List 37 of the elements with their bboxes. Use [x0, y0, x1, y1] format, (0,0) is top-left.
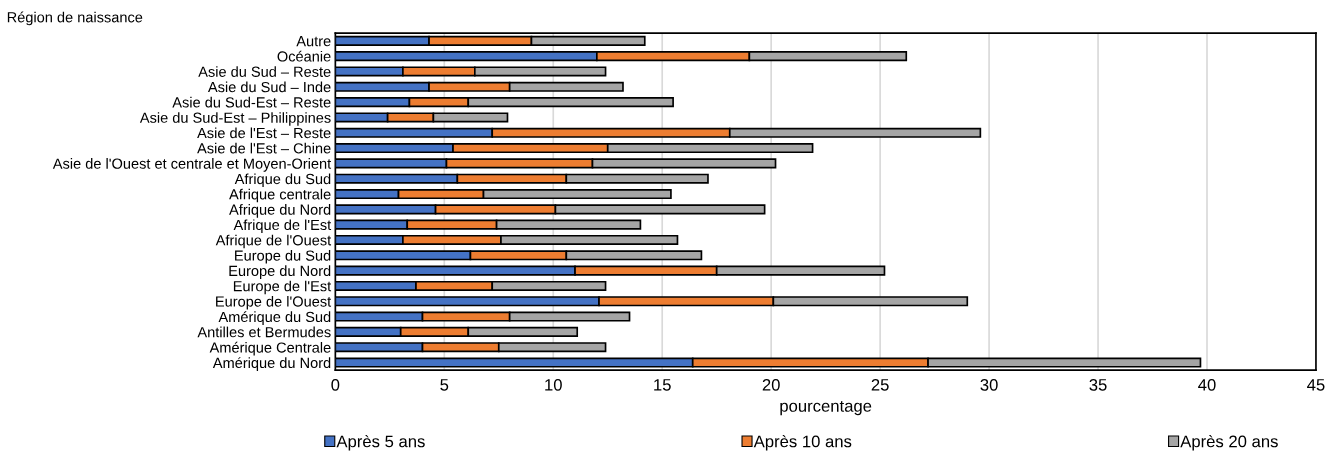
y-tick-label: Asie de l'Ouest et centrale et Moyen-Orient — [52, 158, 332, 172]
y-tick-label: Océanie — [277, 50, 331, 62]
y-tick-label: Europe du Sud — [235, 250, 331, 264]
x-tick-label: 30 — [980, 378, 998, 391]
y-tick-label: Amérique Centrale — [209, 341, 331, 356]
y-tick-label: Asie du Sud – Reste — [198, 66, 331, 77]
y-tick-label: Asie du Sud – Inde — [207, 81, 331, 93]
x-tick-label: 5 — [440, 379, 449, 391]
y-tick-label: Asie du Sud-Est – Reste — [172, 96, 331, 108]
y-tick-label: Afrique centrale — [229, 188, 331, 203]
x-tick-label: 0 — [331, 378, 340, 391]
y-tick-label: Amérique du Nord — [212, 357, 331, 371]
y-tick-label: Autre — [296, 36, 331, 47]
text: Région de naissance — [7, 11, 143, 26]
y-tick-label: Europe de l'Est — [233, 280, 332, 295]
x-tick-label: 10 — [545, 378, 562, 391]
x-tick-label: 25 — [871, 378, 889, 391]
legend-label: Après 10 ans — [753, 434, 852, 451]
x-tick-label: 45 — [1307, 379, 1325, 391]
y-tick-label: Asie de l'Est – Reste — [197, 127, 331, 139]
y-tick-label: Antilles et Bermudes — [197, 326, 331, 338]
y-tick-label: Europe du Nord — [229, 265, 331, 279]
legend-label: Après 20 ans — [1180, 434, 1278, 451]
y-tick-label: Afrique du Sud — [234, 173, 331, 188]
y-tick-label: Afrique de l'Ouest — [215, 234, 332, 249]
legend-label: Après 5 ans — [336, 434, 425, 451]
x-tick-label: 35 — [1089, 378, 1107, 391]
x-axis-title: pourcentage — [780, 400, 872, 416]
y-tick-label: Afrique de l'Est — [233, 219, 332, 233]
y-tick-label: Asie de l'Est – Chine — [197, 142, 331, 154]
y-tick-label: Amérique du Sud — [218, 311, 331, 325]
x-tick-label: 20 — [762, 378, 780, 391]
x-tick-label: 40 — [1198, 378, 1216, 391]
y-tick-label: Asie du Sud-Est – Philippines — [139, 112, 331, 126]
x-tick-label: 15 — [654, 379, 671, 391]
y-tick-label: Afrique du Nord — [229, 204, 331, 218]
y-tick-label: Europe de l'Ouest — [216, 295, 332, 310]
